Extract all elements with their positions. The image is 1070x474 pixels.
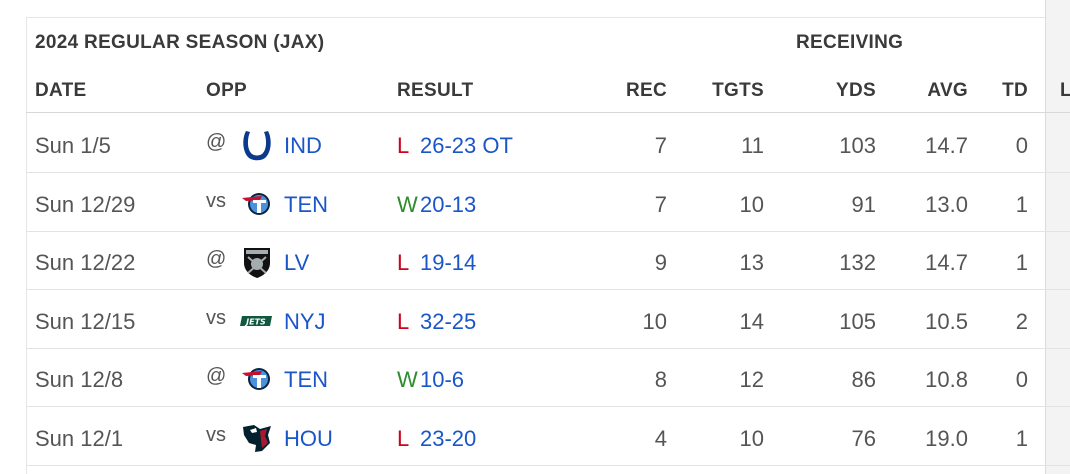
- opponent-team-link[interactable]: TEN: [284, 191, 328, 217]
- receiving-group-label: RECEIVING: [796, 32, 904, 53]
- col-header-td[interactable]: TD: [1002, 80, 1028, 101]
- row-divider: [26, 172, 1070, 173]
- stat-avg: 10.8: [925, 367, 968, 392]
- game-result-indicator: L: [397, 250, 410, 275]
- stat-tgts: 12: [739, 367, 764, 392]
- stat-rec: 7: [654, 191, 667, 217]
- table-row: Sun 12/8 @ TEN W 10-6 8 12 86 10.8 0: [26, 349, 1070, 407]
- home-away-indicator: vs: [206, 189, 226, 212]
- game-result-indicator: W: [397, 191, 418, 217]
- stat-tgts: 10: [739, 425, 764, 451]
- stat-rec: 8: [654, 367, 667, 392]
- stat-tgts: 14: [739, 308, 764, 334]
- game-date: Sun 12/15: [35, 308, 136, 334]
- col-header-yds[interactable]: YDS: [836, 80, 876, 101]
- opponent-team-link[interactable]: HOU: [284, 425, 333, 451]
- stat-tgts: 11: [741, 133, 764, 158]
- game-result-indicator: L: [397, 133, 410, 158]
- row-divider: [26, 230, 1070, 232]
- row-divider: [26, 289, 1070, 290]
- stat-yds: 132: [839, 250, 876, 275]
- opponent-team-link[interactable]: NYJ: [284, 308, 326, 334]
- home-away-indicator: vs: [206, 306, 226, 329]
- raiders-shield-icon[interactable]: [240, 245, 274, 279]
- stat-yds: 76: [851, 425, 876, 451]
- home-away-indicator: @: [206, 131, 227, 153]
- adjacent-panel: [1046, 0, 1070, 474]
- game-score-link[interactable]: 10-6: [420, 367, 465, 392]
- stat-avg: 13.0: [925, 191, 968, 217]
- jets-wordmark-icon[interactable]: JETS: [240, 304, 274, 338]
- stat-td: 0: [1015, 133, 1028, 158]
- panel-divider: [1045, 0, 1046, 474]
- game-result-indicator: L: [397, 425, 410, 451]
- stat-yds: 91: [851, 191, 876, 217]
- game-date: Sun 12/22: [35, 250, 136, 275]
- opponent-team-link[interactable]: LV: [284, 250, 310, 275]
- texans-bull-icon[interactable]: [240, 421, 274, 455]
- stat-avg: 14.7: [925, 133, 968, 158]
- stat-yds: 86: [851, 367, 876, 392]
- game-score-link[interactable]: 23-20: [420, 425, 477, 451]
- colts-horseshoe-icon[interactable]: [240, 128, 274, 162]
- stat-rec: 4: [654, 425, 667, 451]
- table-row: Sun 12/29 vs TEN W 20-13 7 10 91 13.0 1: [26, 174, 1070, 232]
- stat-td: 1: [1015, 191, 1028, 217]
- stat-td: 2: [1015, 308, 1028, 334]
- stat-avg: 19.0: [925, 425, 968, 451]
- col-header-tgts[interactable]: TGTS: [712, 80, 764, 101]
- game-date: Sun 12/29: [35, 191, 136, 217]
- col-header-date[interactable]: DATE: [35, 80, 87, 101]
- table-row: Sun 12/22 @ LV L 19-14 9 13 132 14.7 1: [26, 232, 1070, 290]
- opponent-team-link[interactable]: TEN: [284, 367, 328, 392]
- stat-td: 1: [1015, 250, 1028, 275]
- stat-avg: 10.5: [925, 308, 968, 334]
- opponent-team-link[interactable]: IND: [284, 133, 322, 158]
- home-away-indicator: @: [206, 365, 227, 387]
- col-header-opp[interactable]: OPP: [206, 80, 248, 101]
- game-date: Sun 12/8: [35, 367, 124, 392]
- stat-td: 0: [1015, 367, 1028, 392]
- table-row: Sun 1/5 @ IND L 26-23 OT 7 11 103 14.7 0: [26, 115, 1070, 173]
- stat-tgts: 13: [739, 250, 764, 275]
- game-result-indicator: W: [397, 367, 418, 392]
- stat-rec: 9: [654, 250, 667, 275]
- stat-rec: 7: [654, 133, 667, 158]
- stat-yds: 105: [839, 308, 876, 334]
- game-date: Sun 12/1: [35, 425, 124, 451]
- table-row: Sun 12/15 vs JETS NYJ L 32-25 10 14 105 10.5 2: [26, 291, 1070, 349]
- table-row: Sun 12/1 vs HOU L 23-20 4 10 76 19.0 1: [26, 408, 1070, 466]
- game-score-link[interactable]: 26-23 OT: [420, 133, 513, 158]
- stat-tgts: 10: [739, 191, 764, 217]
- row-divider: [26, 464, 1070, 466]
- col-header-avg[interactable]: AVG: [927, 80, 968, 101]
- stat-avg: 14.7: [925, 250, 968, 275]
- col-header-lng[interactable]: L: [1060, 80, 1070, 101]
- stat-rec: 10: [642, 308, 667, 334]
- row-divider: [26, 347, 1070, 349]
- svg-text:JETS: JETS: [244, 317, 266, 326]
- row-divider: [26, 406, 1070, 407]
- stat-td: 1: [1015, 425, 1028, 451]
- game-score-link[interactable]: 19-14: [420, 250, 477, 275]
- table-frame: [26, 17, 1070, 474]
- titans-icon[interactable]: [240, 362, 274, 396]
- game-score-link[interactable]: 20-13: [420, 191, 477, 217]
- game-result-indicator: L: [397, 308, 410, 334]
- game-score-link[interactable]: 32-25: [420, 308, 477, 334]
- header-divider: [26, 112, 1070, 113]
- home-away-indicator: vs: [206, 423, 226, 446]
- section-title: 2024 REGULAR SEASON (JAX): [35, 32, 325, 53]
- home-away-indicator: @: [206, 248, 227, 270]
- stat-yds: 103: [839, 133, 876, 158]
- game-date: Sun 1/5: [35, 133, 111, 158]
- titans-icon[interactable]: [240, 187, 274, 221]
- col-header-result[interactable]: RESULT: [397, 80, 474, 101]
- col-header-rec[interactable]: REC: [625, 80, 667, 101]
